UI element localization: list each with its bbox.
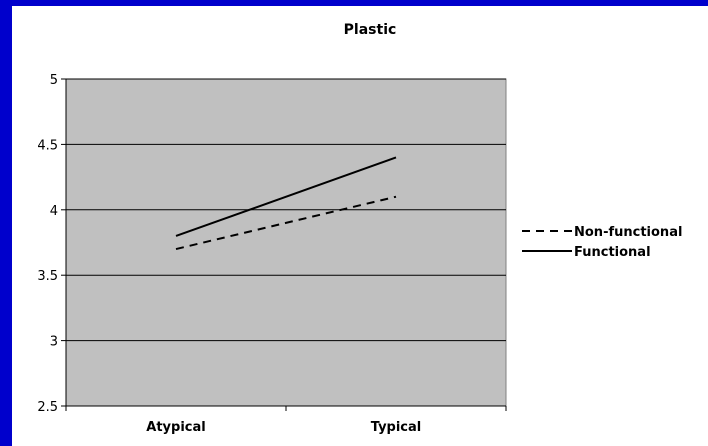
y-tick-label: 2.5 [37,400,58,415]
plot-area-group: 2.5 3 3.5 4 4.5 5 Atypical Typical [37,73,506,435]
chart-frame: Plastic 2.5 3 3.5 4 4.5 5 Atypical Typical Non-… [12,6,708,446]
y-tick-label: 4.5 [37,138,58,153]
x-category-label: Atypical [146,420,205,435]
y-tick-label: 3 [50,335,58,350]
x-category-label: Typical [371,420,422,435]
legend-label: Non-functional [574,225,682,240]
y-tick-label: 5 [50,73,58,88]
legend: Non-functional Functional [522,225,682,260]
plot-area [66,79,506,406]
chart-title: Plastic [344,22,397,38]
y-tick-label: 3.5 [37,269,58,284]
legend-label: Functional [574,245,651,260]
line-chart: Plastic 2.5 3 3.5 4 4.5 5 Atypical Typical Non-… [12,6,708,446]
y-tick-label: 4 [50,204,58,219]
